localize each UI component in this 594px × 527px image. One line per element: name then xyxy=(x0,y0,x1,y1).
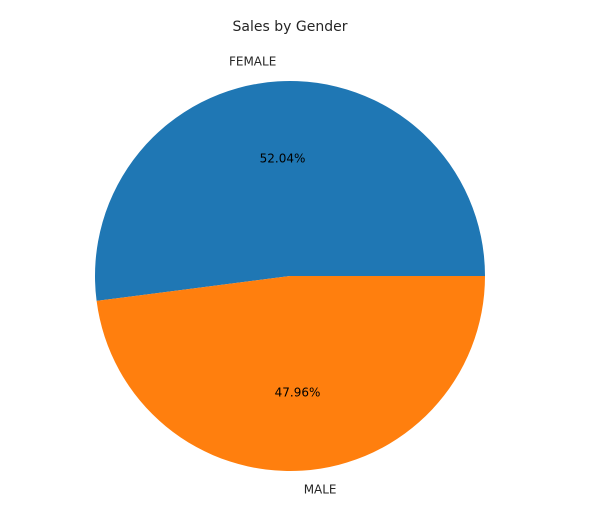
chart-title: Sales by Gender xyxy=(233,19,348,35)
slice-label-male: MALE xyxy=(304,483,337,497)
slice-label-female: FEMALE xyxy=(229,54,276,68)
pie-slice-male xyxy=(96,276,485,472)
slice-percent-male: 47.96% xyxy=(275,385,321,399)
slice-percent-female: 52.04% xyxy=(260,152,306,166)
pie-slice-female xyxy=(94,81,485,301)
pie-slices xyxy=(94,81,485,472)
pie-labels: FEMALE 52.04% MALE 47.96% xyxy=(229,54,337,496)
